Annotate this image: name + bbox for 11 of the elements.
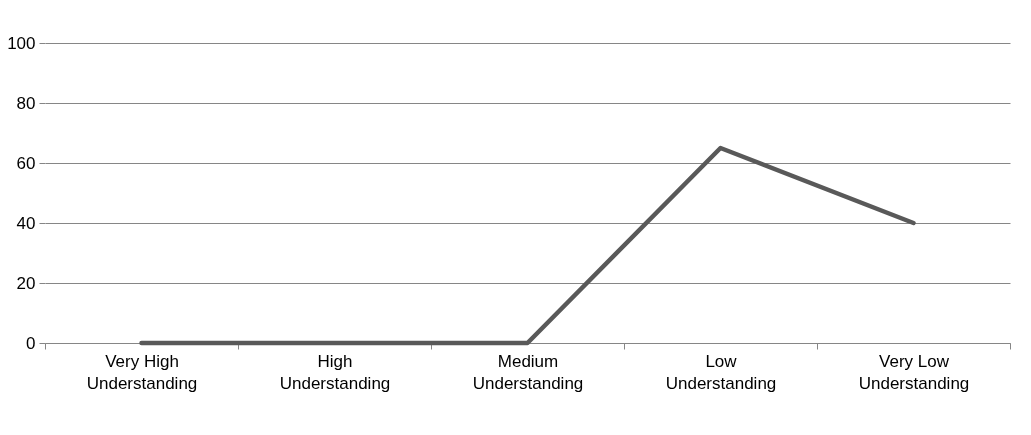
y-tick-label: 100 [7,33,36,53]
y-tick-label: 80 [16,93,36,113]
y-tick-label: 20 [16,273,36,293]
x-tick-label: Low Understanding [665,351,777,393]
x-tick-label: High Understanding [279,351,391,393]
x-tick-label: Very High Understanding [86,351,198,393]
x-tick-label: Very Low Understanding [858,351,970,393]
y-tick-label: 40 [16,213,36,233]
y-tick-label: 60 [16,153,36,173]
x-tick-label: Medium Understanding [472,351,584,393]
y-tick-label: 0 [26,333,36,353]
